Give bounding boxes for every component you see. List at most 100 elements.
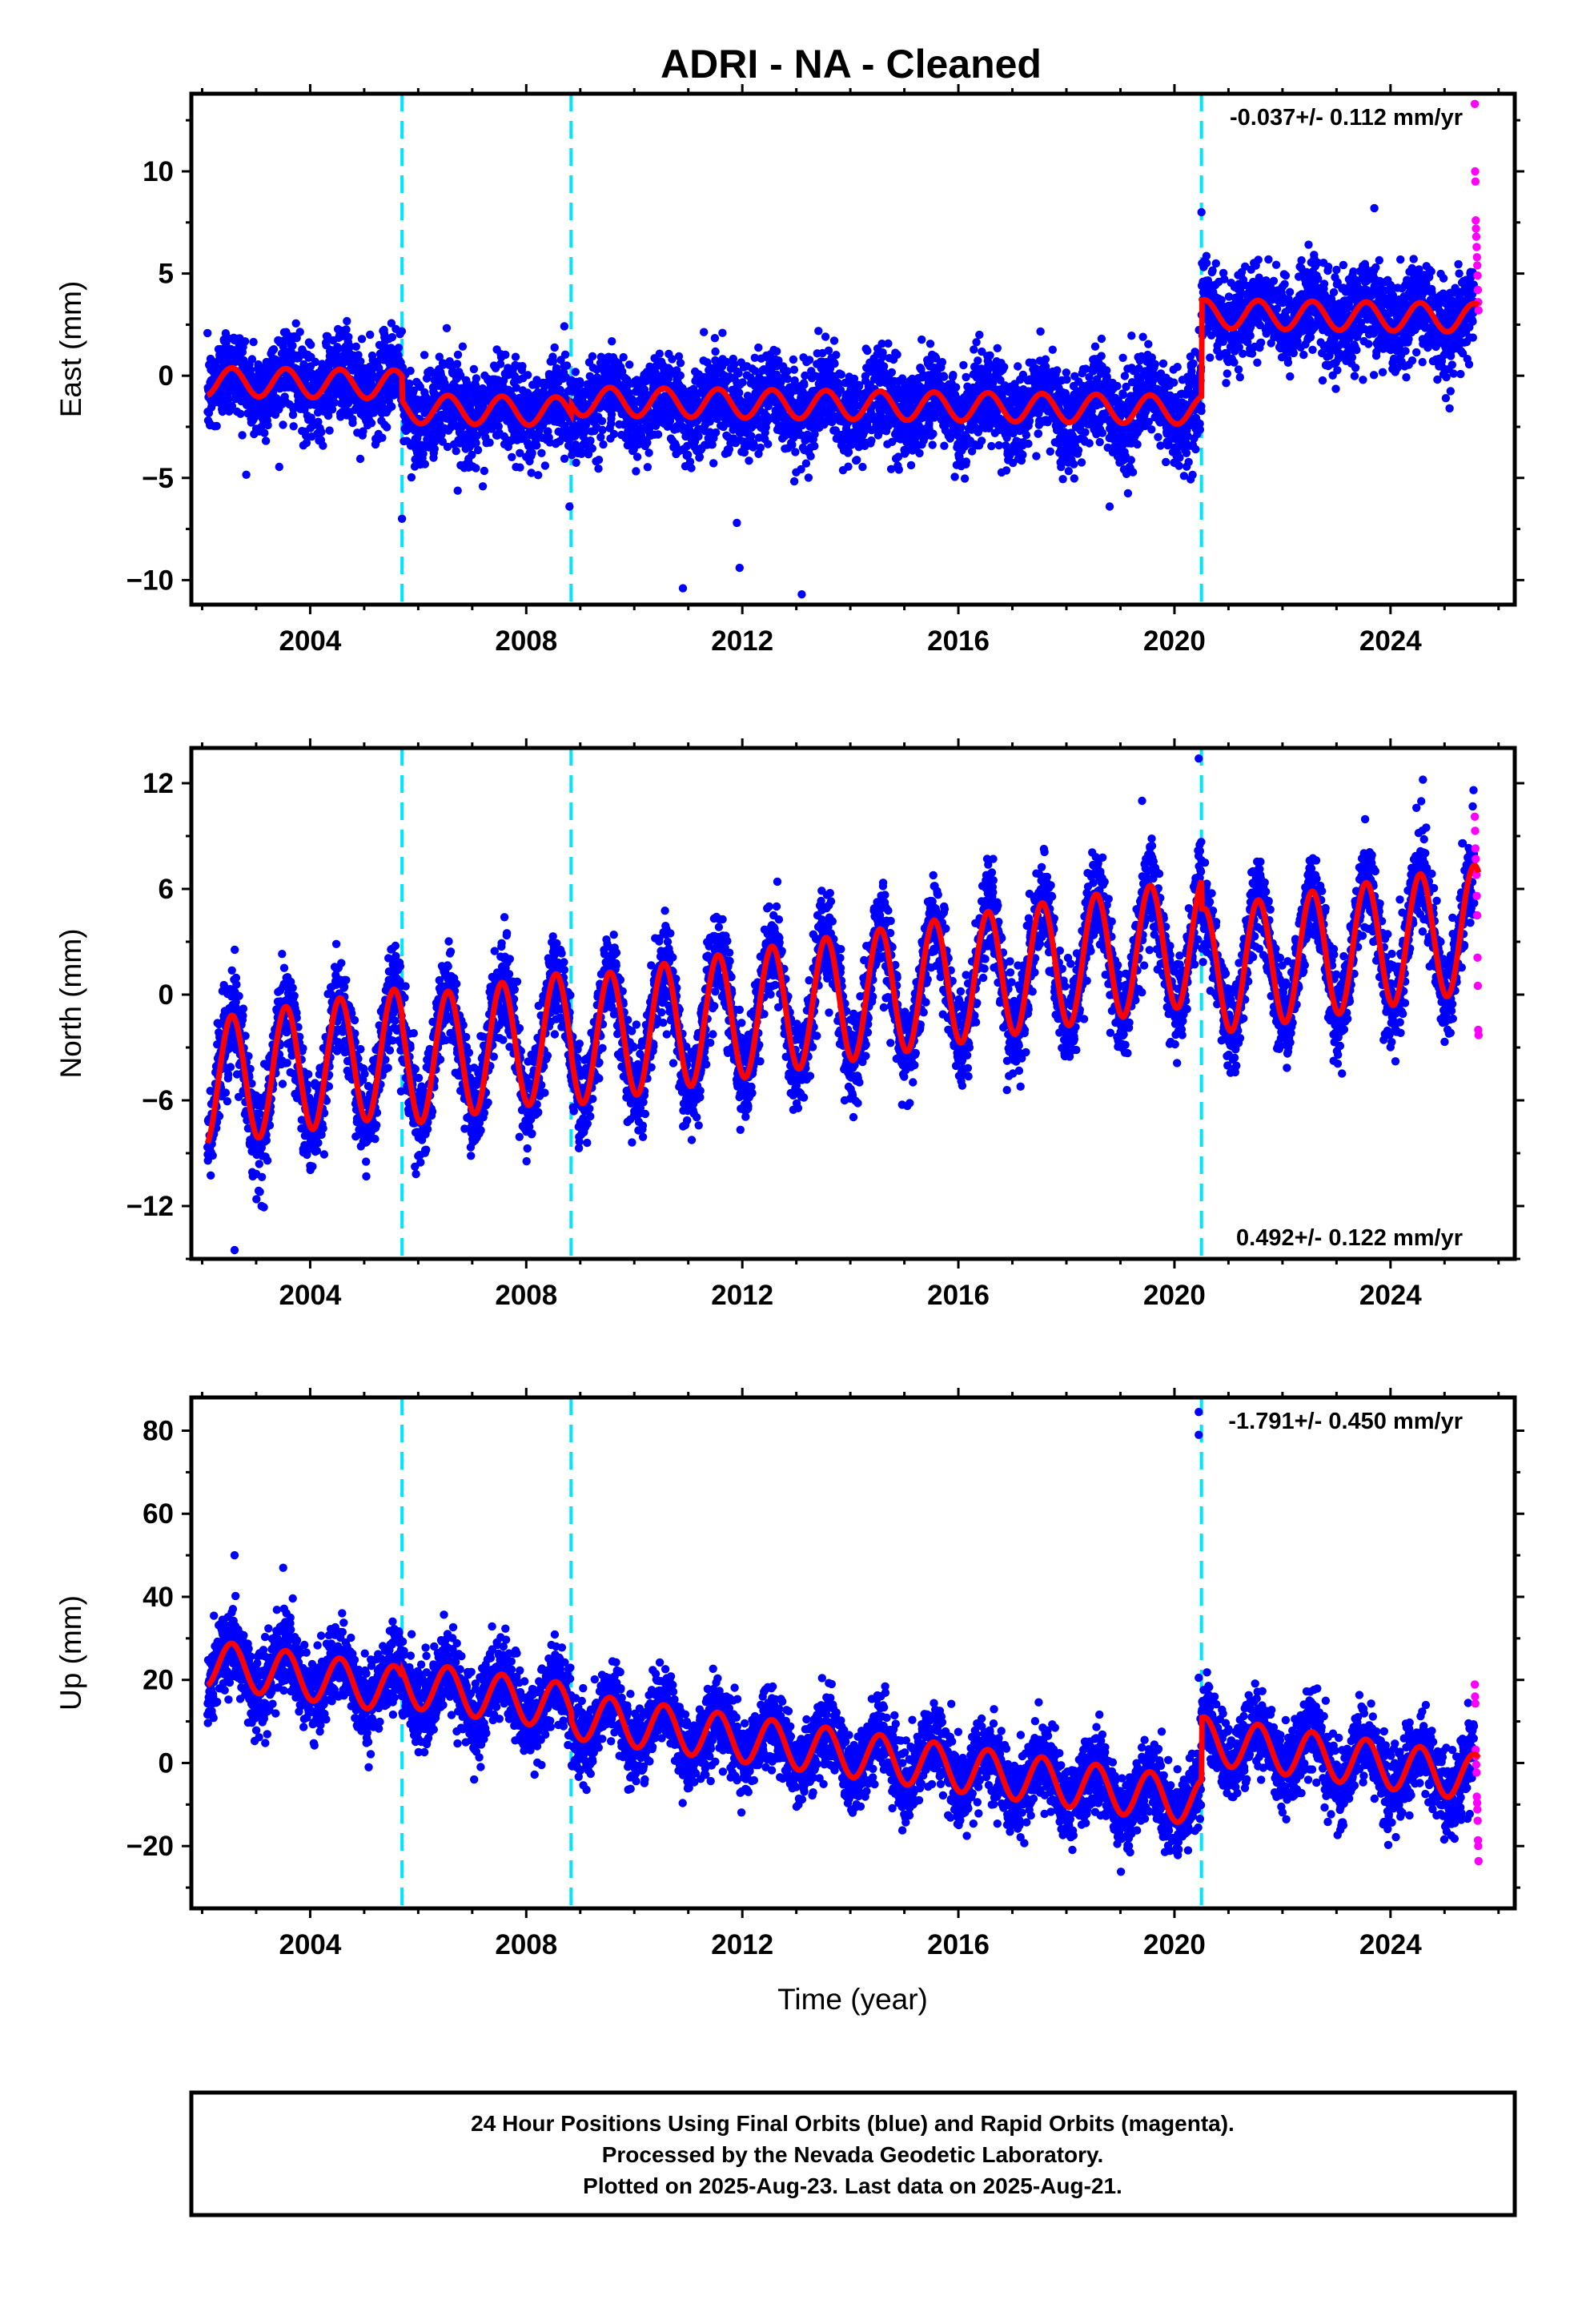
east-final-point xyxy=(738,378,747,387)
east-final-point xyxy=(1120,372,1130,380)
east-final-point xyxy=(805,356,814,364)
east-event-lines xyxy=(400,94,1203,605)
east-final-point xyxy=(387,319,396,328)
east-final-point xyxy=(814,327,823,336)
east-final-point xyxy=(975,330,984,340)
east-final-point xyxy=(1189,359,1198,368)
east-final-point xyxy=(1138,332,1147,341)
east-final-point xyxy=(1150,360,1160,368)
east-final-point xyxy=(1000,363,1009,372)
east-final-point xyxy=(394,344,404,352)
east-final-point xyxy=(711,428,721,437)
east-final-point xyxy=(858,462,867,472)
east-final-point xyxy=(1173,363,1182,372)
east-final-point xyxy=(1085,439,1094,448)
east-final-point xyxy=(970,345,978,354)
east-final-point xyxy=(367,419,376,428)
east-final-point xyxy=(625,360,634,369)
east-final-point xyxy=(544,427,552,436)
east-final-point xyxy=(249,337,258,347)
east-final-point xyxy=(357,335,367,344)
east-final-point xyxy=(974,356,982,365)
east-final-point xyxy=(972,338,981,347)
east-final-point xyxy=(643,438,652,447)
east-final-point xyxy=(240,337,250,346)
east-final-point xyxy=(821,332,830,341)
east-final-point xyxy=(511,352,520,361)
east-final-point xyxy=(1014,362,1022,371)
east-final-point xyxy=(387,332,397,342)
east-final-point xyxy=(853,456,861,464)
east-final-point xyxy=(351,342,360,351)
east-final-point xyxy=(317,428,326,436)
east-final-point xyxy=(343,316,351,326)
east-final-point xyxy=(346,342,355,351)
east-final-point xyxy=(632,467,640,476)
east-final-point xyxy=(1062,375,1071,384)
east-final-point xyxy=(485,438,494,447)
east-final-point xyxy=(893,350,901,359)
east-final-point xyxy=(608,337,616,346)
east-final-point xyxy=(327,405,337,414)
east-final-point xyxy=(478,482,488,491)
east-final-point xyxy=(860,427,869,436)
east-final-point xyxy=(694,432,703,441)
east-final-point xyxy=(855,381,864,391)
east-final-point xyxy=(311,357,320,367)
east-final-point xyxy=(957,423,966,432)
east-final-point xyxy=(1070,474,1079,483)
east-final-point xyxy=(709,459,718,468)
east-final-point xyxy=(1191,444,1200,454)
east-final-point xyxy=(1070,460,1078,468)
east-final-point xyxy=(747,432,756,440)
east-final-point xyxy=(789,365,799,374)
east-final-point xyxy=(789,476,799,486)
east-final-point xyxy=(597,416,607,425)
east-final-point xyxy=(295,328,304,336)
east-final-point xyxy=(494,422,503,431)
east-final-point xyxy=(684,450,693,460)
east-final-point xyxy=(239,356,248,365)
east-final-point xyxy=(783,374,792,384)
east-final-point xyxy=(1170,378,1178,387)
east-final-point xyxy=(929,429,938,438)
east-final-point xyxy=(397,327,407,336)
east-final-point xyxy=(496,360,505,368)
east-final-point xyxy=(263,420,272,430)
east-final-point xyxy=(949,371,958,380)
east-final-point xyxy=(302,438,311,448)
east-final-point xyxy=(722,357,731,367)
east-final-point xyxy=(644,448,653,457)
east-final-point xyxy=(518,362,527,371)
east-final-point xyxy=(599,440,608,449)
east-final-point xyxy=(756,443,765,452)
east-final-point xyxy=(1095,437,1104,447)
east-final-point xyxy=(1090,342,1100,351)
east-final-point xyxy=(618,367,627,376)
east-final-point xyxy=(472,464,480,472)
east-final-point xyxy=(291,319,300,328)
east-final-point xyxy=(718,328,727,337)
east-final-point xyxy=(334,344,343,353)
east-final-point xyxy=(849,374,859,384)
east-final-point xyxy=(1053,366,1062,375)
east-final-point xyxy=(1074,446,1083,455)
east-final-point xyxy=(279,420,287,429)
east-final-point xyxy=(516,448,524,457)
east-final-point xyxy=(837,370,846,379)
east-final-point xyxy=(1162,457,1170,467)
east-final-point xyxy=(1158,359,1168,368)
east-final-point xyxy=(1118,353,1127,362)
east-final-point xyxy=(571,368,580,376)
east-final-point xyxy=(238,431,247,440)
east-final-point xyxy=(810,430,819,439)
east-final-point xyxy=(212,421,221,431)
east-final-point xyxy=(887,368,897,377)
east-final-point xyxy=(946,434,955,443)
east-final-point xyxy=(275,462,283,472)
east-final-point xyxy=(1024,439,1033,448)
east-final-point xyxy=(236,409,245,418)
east-final-point xyxy=(356,357,365,366)
east-final-point xyxy=(632,452,642,461)
